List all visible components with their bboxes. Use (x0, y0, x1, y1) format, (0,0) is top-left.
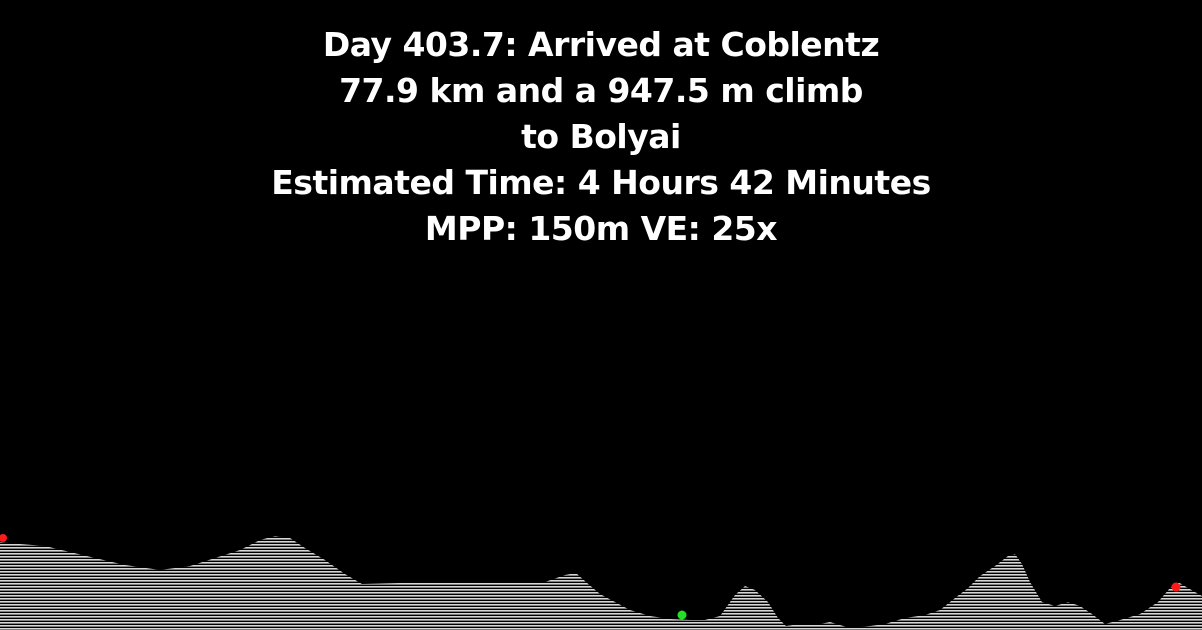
current-position-marker (677, 610, 687, 620)
end-marker (1171, 582, 1181, 592)
elevation-profile (0, 534, 1202, 630)
day-title: Day 403.7: Arrived at Coblentz (322, 25, 880, 64)
scale-info: MPP: 150m VE: 25x (424, 209, 778, 248)
destination: to Bolyai (521, 117, 681, 156)
route-summary: Day 403.7: Arrived at Coblentz 77.9 km a… (0, 22, 1202, 252)
start-marker (0, 534, 7, 542)
estimated-time: Estimated Time: 4 Hours 42 Minutes (271, 163, 931, 202)
distance-climb: 77.9 km and a 947.5 m climb (339, 71, 863, 110)
terrain-area (0, 536, 1202, 630)
